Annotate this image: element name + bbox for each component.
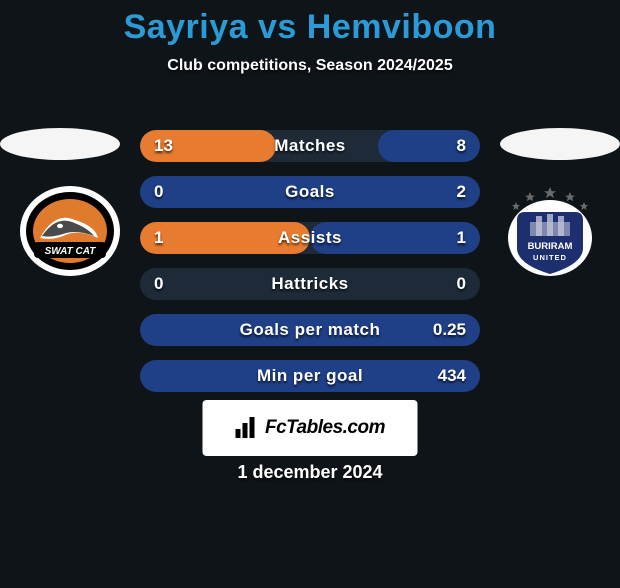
- stat-row: Goals per match 0.25: [140, 314, 480, 346]
- stat-label: Assists: [278, 228, 342, 248]
- badge-right-text2: UNITED: [533, 253, 567, 262]
- stat-row: 0 Hattricks 0: [140, 268, 480, 300]
- comparison-title: Sayriya vs Hemviboon: [0, 8, 620, 47]
- stat-value-right: 1: [457, 228, 466, 248]
- stat-row: Min per goal 434: [140, 360, 480, 392]
- stat-value-left: 13: [154, 136, 173, 156]
- stat-row: 13 Matches 8: [140, 130, 480, 162]
- stat-value-right: 0.25: [433, 320, 466, 340]
- stat-label: Goals per match: [240, 320, 381, 340]
- player-left-name: Sayriya: [124, 8, 249, 46]
- flag-left: [0, 128, 120, 160]
- stat-value-left: 0: [154, 274, 163, 294]
- fctables-logo: FcTables.com: [203, 400, 418, 456]
- stat-row: 0 Goals 2: [140, 176, 480, 208]
- badge-right-text1: BURIRAM: [528, 241, 573, 252]
- subtitle: Club competitions, Season 2024/2025: [0, 57, 620, 75]
- player-right-name: Hemviboon: [307, 8, 497, 46]
- stat-value-left: 1: [154, 228, 163, 248]
- club-badge-right: BURIRAM UNITED: [500, 186, 600, 276]
- stat-label: Goals: [285, 182, 335, 202]
- stat-value-right: 434: [438, 366, 466, 386]
- stat-label: Matches: [274, 136, 346, 156]
- club-badge-left: SWAT CAT: [20, 186, 120, 276]
- stat-value-right: 8: [457, 136, 466, 156]
- stat-label: Min per goal: [257, 366, 363, 386]
- title-vs: vs: [258, 8, 297, 46]
- snapshot-date: 1 december 2024: [0, 462, 620, 483]
- stat-value-left: 0: [154, 182, 163, 202]
- flag-right: [500, 128, 620, 160]
- bar-chart-icon: [235, 417, 261, 439]
- stat-rows: 13 Matches 8 0 Goals 2 1 Assists 1 0 Hattricks 0 Goa…: [140, 130, 480, 392]
- stat-value-right: 2: [457, 182, 466, 202]
- stat-value-right: 0: [457, 274, 466, 294]
- stat-row: 1 Assists 1: [140, 222, 480, 254]
- logo-text: FcTables.com: [265, 417, 385, 439]
- badge-left-text: SWAT CAT: [45, 246, 97, 257]
- stat-label: Hattricks: [271, 274, 348, 294]
